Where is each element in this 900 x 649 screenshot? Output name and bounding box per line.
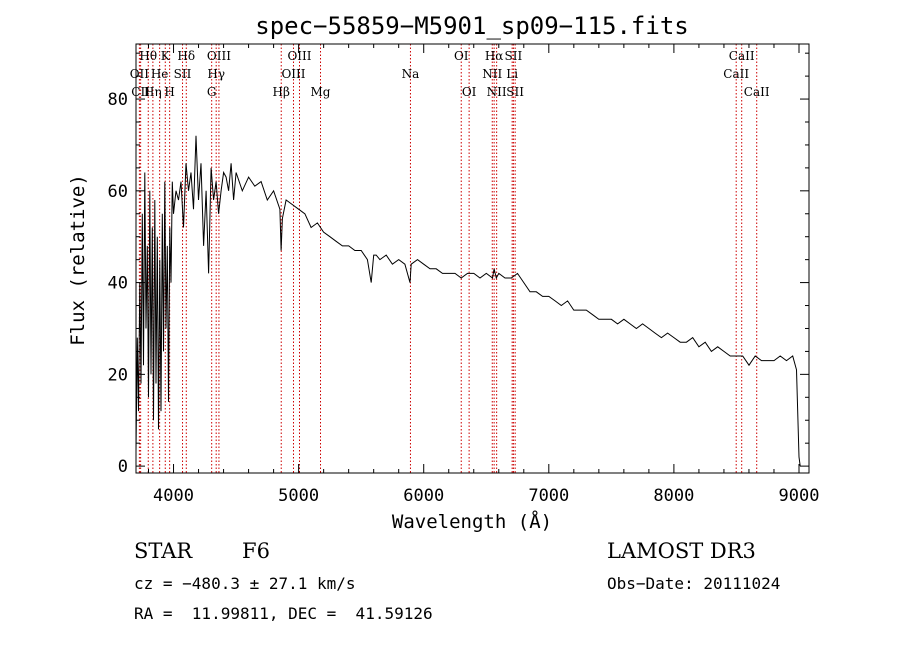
spectral-line-labels: Hθ Hη He K H Hδ G Hγ OIII CII OII SII Hβ OIII OIII Mg Na… (130, 49, 770, 99)
x-tick-label: 7000 (528, 486, 569, 506)
x-tick-label: 5000 (278, 486, 319, 506)
spectral-line-label: Li (506, 67, 518, 81)
x-tick-label: 8000 (653, 486, 694, 506)
x-tick-label: 9000 (779, 486, 820, 506)
spectrum-line (135, 135, 801, 467)
x-axis-label: Wavelength (Å) (392, 510, 552, 533)
spectral-line-label: OI (454, 49, 469, 63)
spectral-line-label: OIII (281, 67, 305, 81)
observation-date: Obs−Date: 20111024 (607, 574, 780, 593)
y-tick-label: 80 (108, 90, 128, 110)
spectral-line-label: OIII (287, 49, 311, 63)
spectral-line-label: CaII (723, 67, 749, 81)
object-subclass: F6 (242, 539, 270, 563)
spectral-line-label: He (151, 67, 169, 81)
spectral-line-label: Hθ (139, 49, 157, 63)
x-tick-label: 6000 (403, 486, 444, 506)
spectral-line-label: SII (174, 67, 192, 81)
y-tick-label: 20 (108, 365, 128, 385)
y-axis-ticks: 0 20 40 60 80 (108, 52, 809, 477)
plot-frame (135, 43, 810, 474)
spectral-line-label: K (161, 49, 171, 63)
redshift-cz: cz = −480.3 ± 27.1 km/s (134, 574, 356, 593)
spectral-line-label: CII (131, 85, 150, 99)
spectral-line-label: SII (506, 85, 524, 99)
spectral-line-label: H (164, 85, 174, 99)
spectral-line-label: Mg (311, 85, 331, 99)
y-tick-label: 0 (118, 457, 128, 477)
spectral-line-label: Hα (485, 49, 504, 63)
spectral-line-label: CaII (744, 85, 770, 99)
spectral-line-label: NII (487, 85, 507, 99)
y-tick-label: 40 (108, 274, 128, 294)
spectral-line-label: NII (482, 67, 502, 81)
y-axis-label: Flux (relative) (67, 174, 89, 346)
spectral-line-markers (138, 44, 758, 473)
spectral-line-label: OIII (207, 49, 231, 63)
spectral-line-label: Hγ (207, 67, 225, 81)
x-axis-ticks: 4000 5000 6000 7000 8000 9000 (148, 44, 820, 506)
chart-title: spec−55859−M5901_sp09−115.fits (255, 12, 688, 40)
object-class: STAR (134, 539, 193, 563)
x-tick-label: 4000 (153, 486, 194, 506)
spectral-line-label: SII (505, 49, 523, 63)
spectral-line-label: G (207, 85, 217, 99)
coordinates: RA = 11.99811, DEC = 41.59126 (134, 604, 433, 623)
spectral-line-label: OI (462, 85, 477, 99)
survey-name: LAMOST DR3 (607, 539, 756, 563)
spectral-line-label: Hδ (177, 49, 195, 63)
spectral-line-label: OII (130, 67, 150, 81)
spectral-line-label: Na (402, 67, 420, 81)
spectral-line-label: Hη (144, 85, 162, 99)
spectral-line-label: CaII (729, 49, 755, 63)
spectral-line-label: Hβ (273, 85, 290, 99)
y-tick-label: 60 (108, 182, 128, 202)
